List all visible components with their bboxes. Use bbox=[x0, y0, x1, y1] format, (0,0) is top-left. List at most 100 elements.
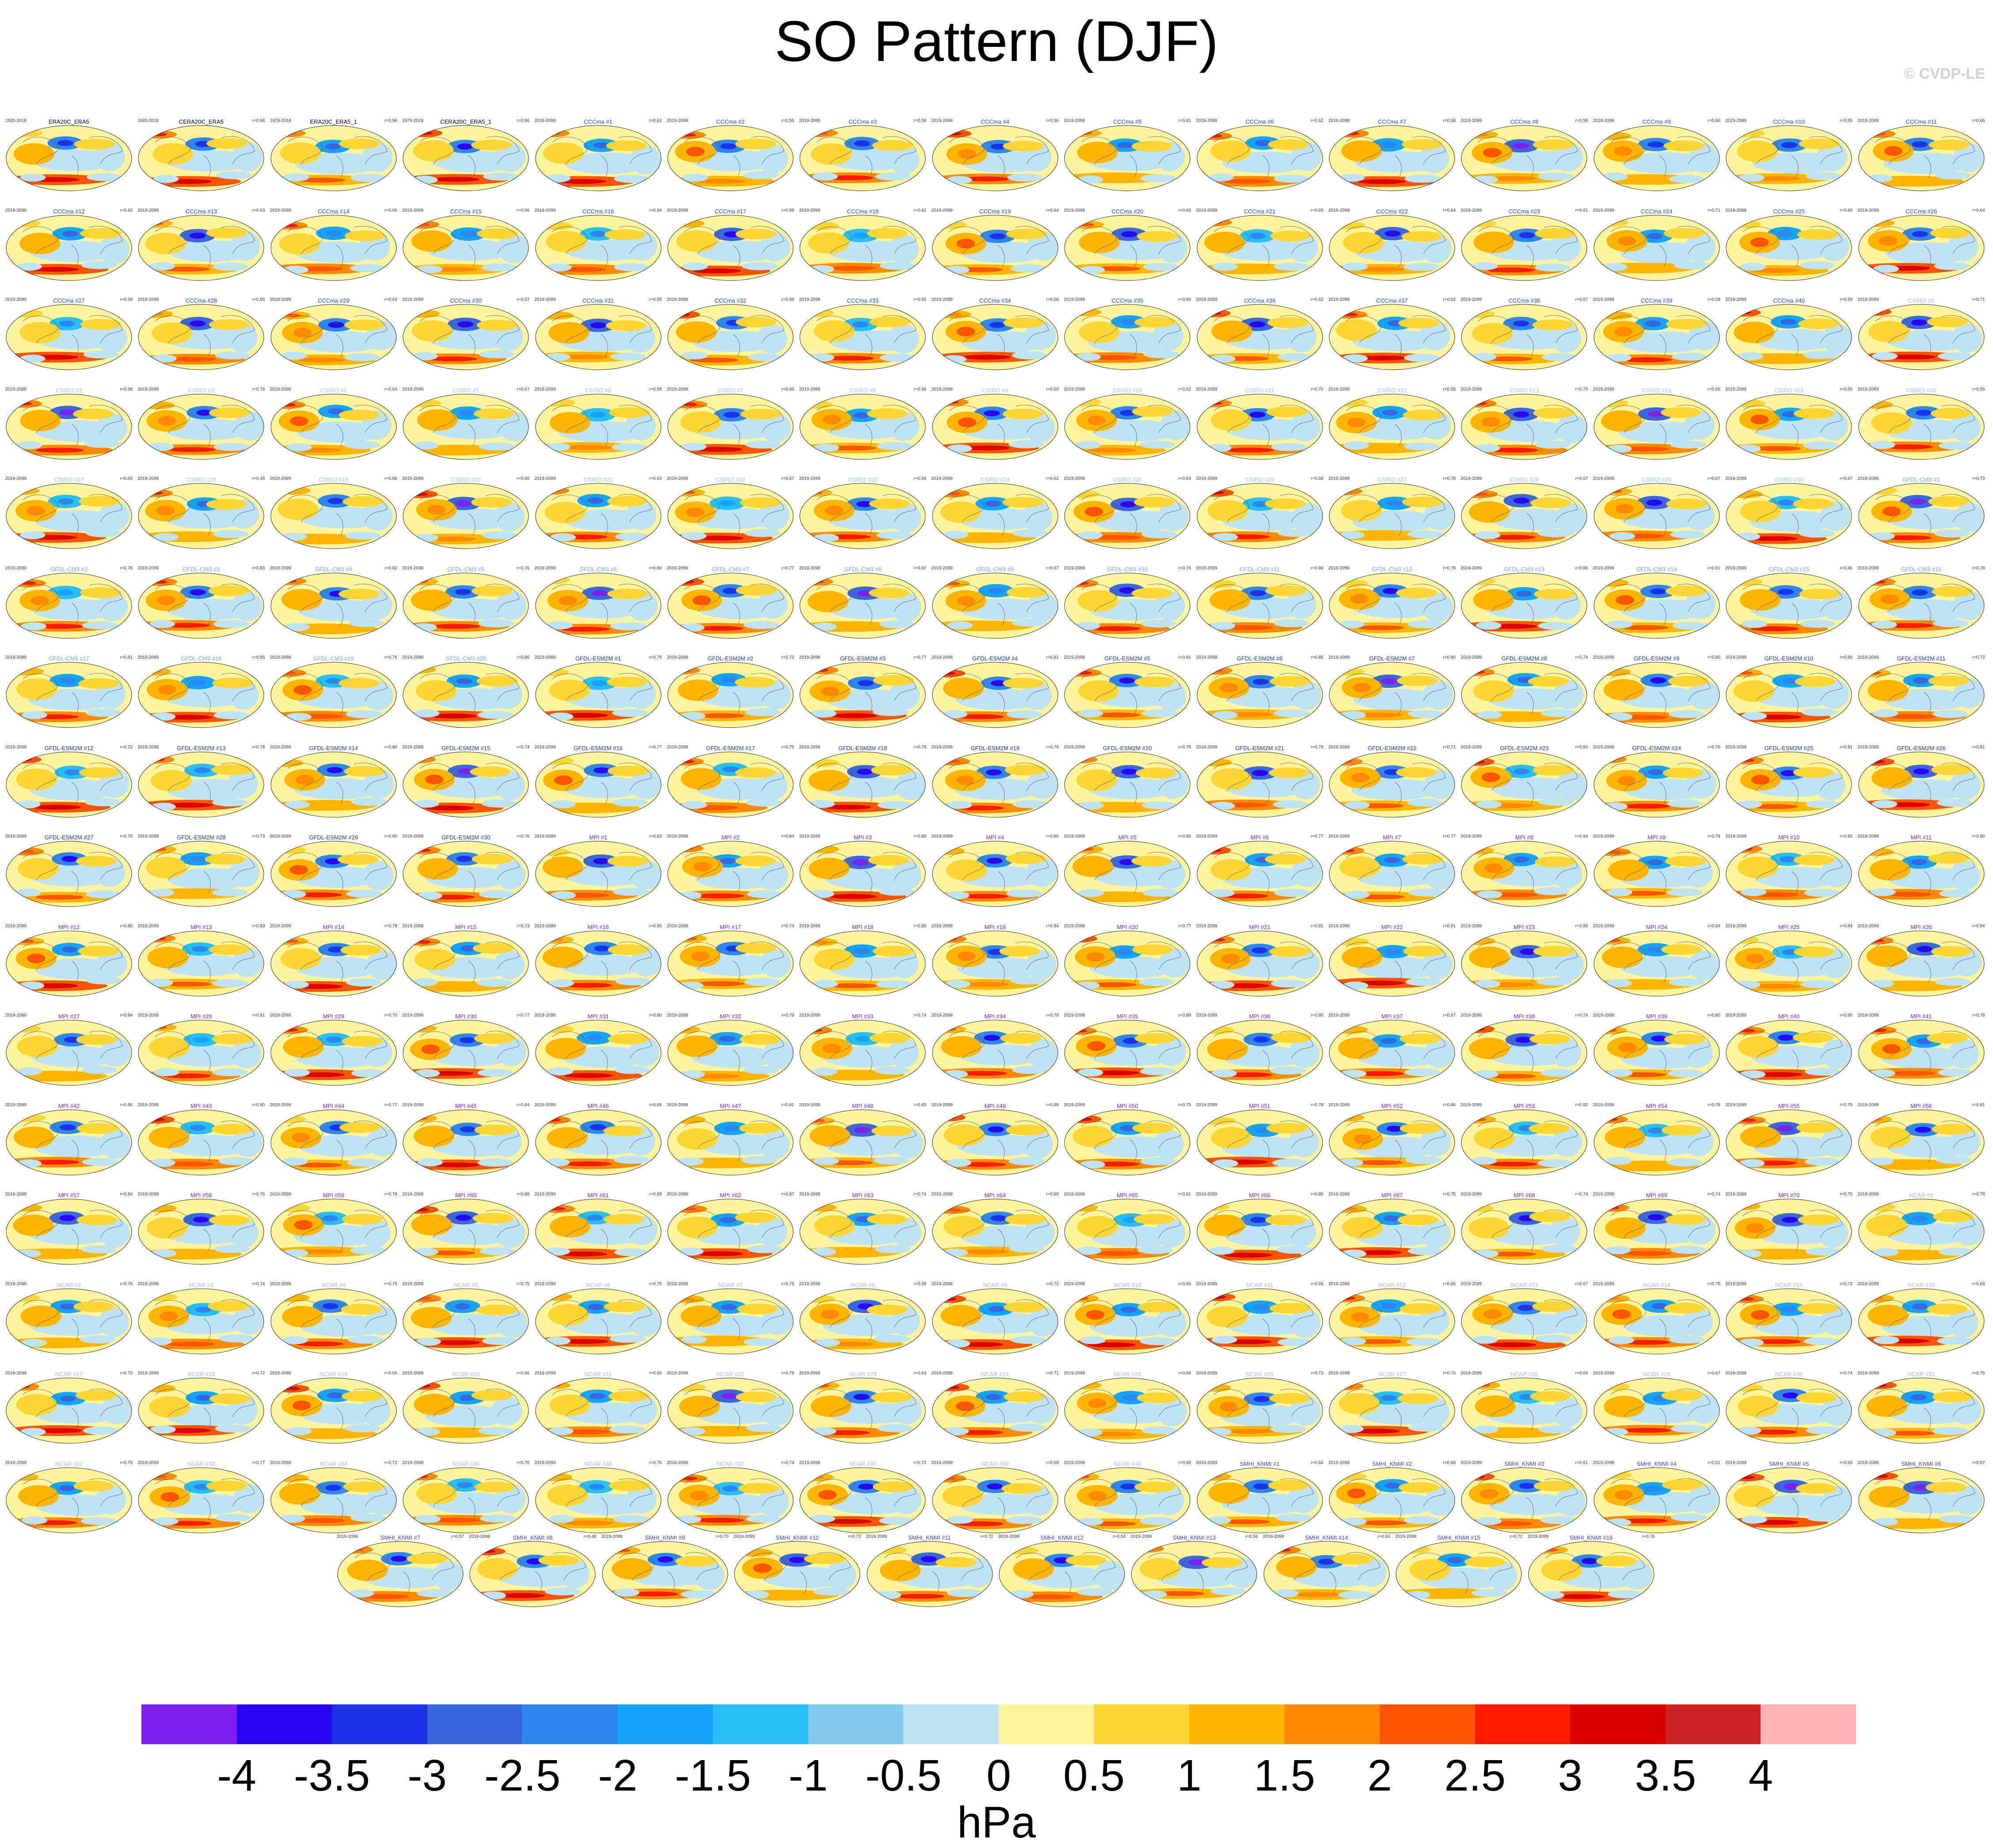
map-panel: 2019-2099 CCCma #31 r=0.55 bbox=[535, 297, 662, 372]
panel-years: 2019-2099 bbox=[1857, 1460, 1879, 1465]
panel-title: NCAR #22 bbox=[716, 1371, 745, 1377]
map-panel: 1979-2018 CERA20C_ERA5_1 r=0.96 bbox=[402, 118, 529, 193]
map-panel: 2019-2099 NCAR #39 r=0.69 bbox=[932, 1461, 1059, 1535]
panel-years: 2019-2099 bbox=[137, 387, 159, 392]
map-panel: 2019-2099 NCAR #7 r=0.75 bbox=[667, 1282, 794, 1356]
panel-correlation: r=0.55 bbox=[1840, 387, 1853, 392]
panel-correlation: r=0.77 bbox=[517, 1013, 530, 1018]
panel-title: CCCma #21 bbox=[1244, 208, 1276, 215]
panel-correlation: r=0.77 bbox=[1178, 923, 1191, 929]
map-panel: 2019-2099 MPI #67 r=0.75 bbox=[1328, 1192, 1456, 1266]
slp-map bbox=[667, 125, 794, 191]
slp-map bbox=[1461, 1377, 1587, 1444]
panel-correlation: r=0.75 bbox=[1840, 1192, 1853, 1197]
slp-map bbox=[1064, 1377, 1190, 1444]
panel-years: 2019-2099 bbox=[534, 1281, 556, 1286]
slp-map bbox=[6, 1109, 132, 1175]
panel-correlation: r=0.80 bbox=[1310, 1013, 1324, 1018]
panel-years: 2019-2099 bbox=[5, 834, 27, 839]
map-panel: 2019-2099 CCCma #27 r=0.59 bbox=[5, 297, 133, 372]
panel-years: 2019-2099 bbox=[799, 387, 821, 392]
panel-title: MPI #19 bbox=[984, 923, 1006, 930]
slp-map bbox=[1064, 1288, 1190, 1354]
map-panel: 2019-2099 CCCma #26 r=0.64 bbox=[1858, 208, 1985, 282]
panel-correlation: r=0.75 bbox=[120, 1460, 133, 1465]
slp-map bbox=[1461, 751, 1587, 817]
map-panel: 2019-2099 NCAR #37 r=0.74 bbox=[667, 1461, 794, 1535]
map-panel: 2019-2099 CSIRO #14 r=0.66 bbox=[1593, 387, 1720, 461]
panel-correlation: r=0.80 bbox=[517, 655, 530, 660]
panel-correlation: r=0.66 bbox=[384, 208, 397, 213]
panel-correlation: r=0.64 bbox=[1377, 1534, 1390, 1539]
slp-map bbox=[1858, 125, 1985, 191]
panel-correlation: r=0.73 bbox=[517, 923, 530, 929]
panel-title: NCAR #14 bbox=[1643, 1281, 1670, 1288]
panel-correlation: r=0.74 bbox=[1575, 1013, 1588, 1018]
panel-title: GFDL-CM3 #1 bbox=[1902, 476, 1940, 483]
panel-correlation: r=0.72 bbox=[252, 1371, 265, 1376]
panel-years: 2019-2099 bbox=[1263, 1534, 1284, 1539]
slp-map bbox=[1594, 483, 1720, 549]
panel-years: 2019-2099 bbox=[1064, 655, 1085, 660]
map-panel: 2019-2099 GFDL-ESM2M #30 r=0.76 bbox=[402, 834, 529, 908]
colorbar-swatch bbox=[1189, 1704, 1285, 1744]
slp-map bbox=[1726, 304, 1852, 370]
panel-correlation: r=0.59 bbox=[120, 297, 133, 302]
slp-map bbox=[932, 1467, 1058, 1533]
panel-title: GFDL-ESM2M #22 bbox=[1367, 744, 1417, 751]
panel-years: 2019-2099 bbox=[1196, 118, 1217, 123]
panel-correlation: r=0.60 bbox=[1178, 297, 1191, 302]
panel-correlation: r=0.58 bbox=[1046, 297, 1059, 302]
panel-years: 2019-2099 bbox=[1196, 1102, 1217, 1108]
panel-correlation: r=0.71 bbox=[1972, 297, 1985, 302]
panel-title: MPI #61 bbox=[587, 1192, 609, 1199]
panel-title: SMHI_KNMI #6 bbox=[1901, 1460, 1941, 1467]
panel-correlation: r=0.88 bbox=[1046, 1102, 1059, 1108]
panel-years: 2019-2099 bbox=[402, 208, 424, 213]
panel-correlation: r=0.86 bbox=[1046, 834, 1059, 839]
slp-map bbox=[6, 1020, 132, 1086]
panel-years: 2019-2099 bbox=[1593, 923, 1614, 929]
panel-years: 2019-2099 bbox=[402, 297, 424, 302]
panel-correlation: r=0.72 bbox=[120, 1371, 133, 1376]
slp-map bbox=[469, 1541, 596, 1607]
panel-years: 2019-2099 bbox=[1328, 744, 1350, 750]
slp-map bbox=[932, 662, 1058, 728]
panel-title: SMHI_KNMI #2 bbox=[1372, 1460, 1412, 1467]
panel-years: 2019-2099 bbox=[1328, 1102, 1350, 1108]
panel-title: NCAR #13 bbox=[1510, 1281, 1538, 1288]
panel-correlation: r=0.79 bbox=[1046, 744, 1059, 750]
panel-years: 2019-2099 bbox=[931, 1102, 953, 1108]
slp-map bbox=[138, 304, 264, 370]
panel-title: CSIRO #12 bbox=[1377, 387, 1407, 394]
colorbar-tick-label: 0 bbox=[986, 1751, 1011, 1800]
slp-map bbox=[138, 751, 264, 817]
map-panel: 2019-2099 GFDL-ESM2M #3 r=0.77 bbox=[799, 655, 926, 729]
slp-map bbox=[1461, 215, 1587, 281]
slp-map bbox=[1726, 1020, 1852, 1086]
slp-map bbox=[1197, 394, 1323, 459]
slp-map bbox=[1726, 1467, 1852, 1533]
slp-map bbox=[1726, 394, 1852, 459]
panel-correlation: r=0.61 bbox=[1178, 118, 1191, 123]
slp-map bbox=[799, 215, 926, 281]
panel-years: 2019-2099 bbox=[1196, 1281, 1217, 1286]
panel-title: GFDL-ESM2M #19 bbox=[970, 744, 1020, 751]
panel-correlation: r=0.78 bbox=[1972, 565, 1985, 571]
panel-years: 2019-2099 bbox=[137, 1013, 159, 1018]
panel-title: GFDL-CM3 #17 bbox=[49, 655, 89, 662]
map-panel: 2019-2099 GFDL-ESM2M #25 r=0.81 bbox=[1725, 745, 1852, 819]
map-panel: 2019-2099 SMHI_KNMI #16 r=0.76 bbox=[1528, 1534, 1655, 1609]
panel-title: GFDL-ESM2M #25 bbox=[1764, 744, 1814, 751]
panel-title: CSIRO #17 bbox=[54, 476, 84, 483]
panel-correlation: r=0.70 bbox=[517, 1460, 530, 1465]
panel-years: 2019-2099 bbox=[667, 565, 688, 571]
panel-correlation: r=0.62 bbox=[913, 208, 927, 213]
panel-correlation: r=0.85 bbox=[1310, 655, 1324, 660]
colorbar-tick-label: 3.5 bbox=[1635, 1751, 1696, 1800]
panel-years: 2019-2099 bbox=[1461, 923, 1482, 929]
panel-years: 2019-2099 bbox=[1857, 834, 1879, 839]
panel-years: 2019-2099 bbox=[799, 1281, 821, 1286]
map-panel: 2019-2099 MPI #29 r=0.70 bbox=[270, 1013, 397, 1087]
panel-title: CCCma #5 bbox=[1113, 118, 1142, 125]
